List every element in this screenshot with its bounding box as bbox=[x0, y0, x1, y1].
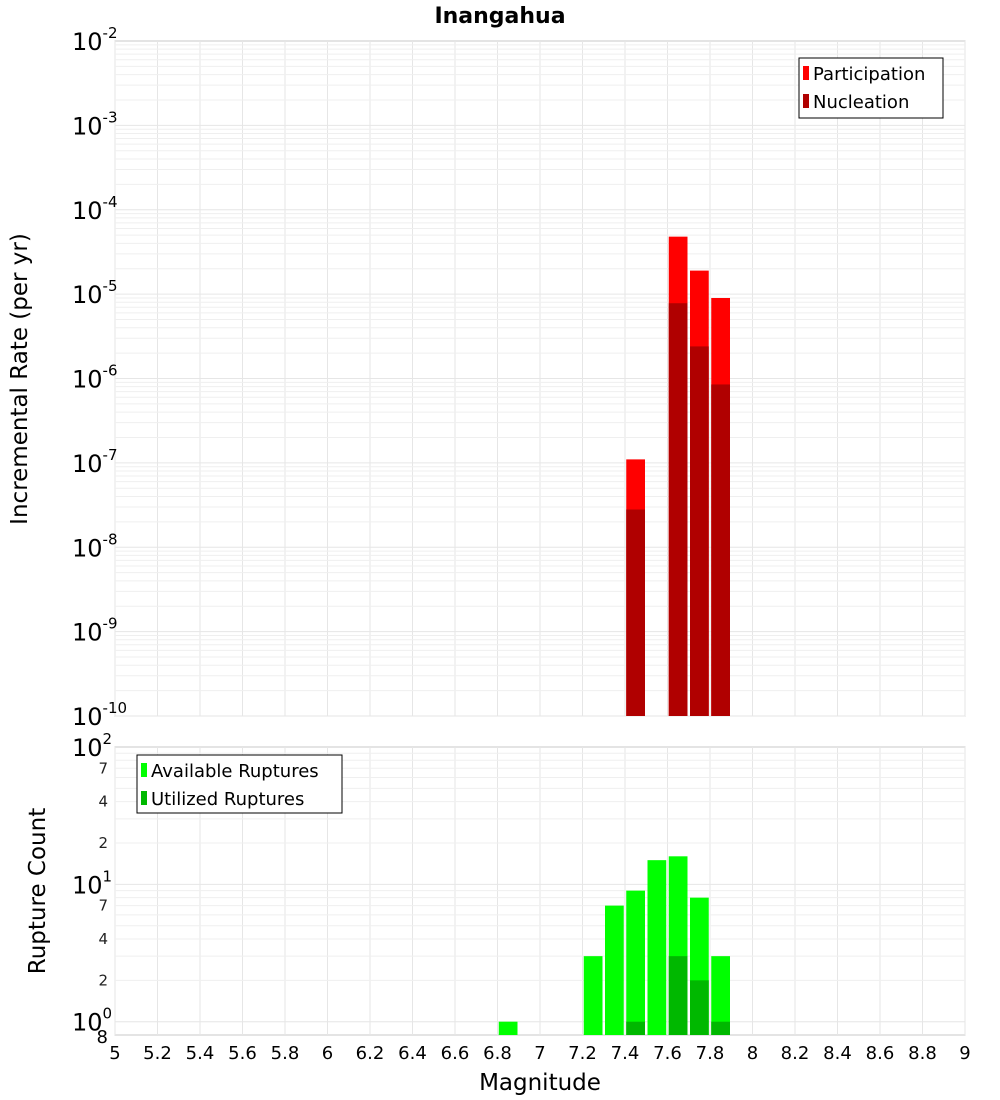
x-tick-label: 6.2 bbox=[356, 1043, 385, 1064]
x-tick-label: 8.4 bbox=[823, 1043, 852, 1064]
nucleation-bar bbox=[690, 346, 709, 716]
bottom-count-panel: 100 101 102 8 2 4 7 2 4 7 5 5.2 5.4 5.6 5.8 6 6.2 6.4 6.6… bbox=[25, 730, 971, 1096]
x-tick-label: 7.6 bbox=[653, 1043, 682, 1064]
bottom-y-axis-title: Rupture Count bbox=[25, 808, 51, 974]
x-tick-label: 7.8 bbox=[696, 1043, 725, 1064]
nucleation-bar bbox=[711, 384, 730, 716]
bottom-y-minor-tick-label: 2 bbox=[98, 971, 108, 989]
legend-label-participation: Participation bbox=[813, 64, 925, 85]
bottom-y-minor-tick-label: 2 bbox=[98, 834, 108, 852]
x-tick-label: 5.8 bbox=[271, 1043, 300, 1064]
x-tick-label: 7.2 bbox=[568, 1043, 597, 1064]
utilized-bar bbox=[668, 956, 688, 1035]
top-y-tick-label: 10-3 bbox=[72, 108, 118, 140]
x-tick-label: 5.2 bbox=[143, 1043, 172, 1064]
available-bar bbox=[711, 956, 730, 1035]
top-legend-box bbox=[798, 57, 944, 119]
bottom-y-tick-labels: 100 101 102 8 2 4 7 2 4 7 bbox=[72, 730, 112, 1048]
available-bar bbox=[583, 956, 603, 1035]
bottom-y-minor-tick-label: 7 bbox=[98, 759, 108, 777]
x-tick-label: 5.4 bbox=[186, 1043, 215, 1064]
available-bar bbox=[626, 890, 645, 1035]
x-tick-label: 7.4 bbox=[611, 1043, 640, 1064]
utilized-bar bbox=[626, 1021, 645, 1035]
top-y-tick-label: 10-5 bbox=[72, 277, 118, 309]
top-y-axis-title: Incremental Rate (per yr) bbox=[7, 233, 33, 525]
x-tick-label: 6.8 bbox=[483, 1043, 512, 1064]
x-tick-label: 6 bbox=[322, 1043, 333, 1064]
x-tick-label: 7 bbox=[534, 1043, 545, 1064]
available-bar bbox=[498, 1021, 518, 1035]
top-bars bbox=[626, 236, 730, 716]
x-axis-title: Magnitude bbox=[479, 1070, 601, 1096]
legend-swatch-participation bbox=[803, 66, 809, 80]
top-legend: Participation Nucleation bbox=[798, 57, 944, 119]
x-tick-label: 5.6 bbox=[228, 1043, 257, 1064]
x-tick-label: 8.8 bbox=[908, 1043, 937, 1064]
nucleation-bar bbox=[668, 303, 688, 716]
bottom-y-tick-label: 102 bbox=[72, 730, 112, 762]
bottom-y-minor-tick-label: 4 bbox=[98, 793, 108, 811]
x-tick-label: 9 bbox=[959, 1043, 970, 1064]
chart-title: Inangahua bbox=[434, 4, 565, 29]
x-tick-label: 5 bbox=[109, 1043, 120, 1064]
x-tick-label: 6.6 bbox=[441, 1043, 470, 1064]
available-bar bbox=[605, 905, 624, 1035]
top-rate-panel: 10-10 10-9 10-8 10-7 10-6 10-5 10-4 10-3 10-2 In… bbox=[7, 24, 966, 731]
top-y-tick-label: 10-8 bbox=[72, 530, 118, 562]
legend-label-available: Available Ruptures bbox=[151, 761, 319, 782]
bottom-y-minor-tick-label: 8 bbox=[97, 1027, 108, 1048]
top-y-tick-label: 10-7 bbox=[72, 446, 118, 478]
legend-label-utilized: Utilized Ruptures bbox=[151, 789, 304, 810]
top-y-tick-label: 10-9 bbox=[72, 615, 118, 647]
top-grid bbox=[114, 41, 966, 717]
nucleation-bar bbox=[626, 509, 645, 716]
top-y-tick-labels: 10-10 10-9 10-8 10-7 10-6 10-5 10-4 10-3 10-2 bbox=[72, 24, 127, 731]
x-tick-label: 8.6 bbox=[866, 1043, 895, 1064]
x-tick-label: 6.4 bbox=[398, 1043, 427, 1064]
legend-label-nucleation: Nucleation bbox=[813, 92, 909, 113]
utilized-bar bbox=[711, 1021, 730, 1035]
x-tick-label: 8 bbox=[747, 1043, 758, 1064]
available-bar bbox=[647, 860, 667, 1035]
top-y-tick-label: 10-6 bbox=[72, 362, 118, 394]
x-tick-label: 8.2 bbox=[781, 1043, 810, 1064]
bottom-y-tick-label: 101 bbox=[72, 867, 112, 899]
bottom-legend: Available Ruptures Utilized Ruptures bbox=[136, 754, 343, 814]
utilized-bar bbox=[690, 980, 709, 1035]
x-tick-labels: 5 5.2 5.4 5.6 5.8 6 6.2 6.4 6.6 6.8 7 7.2 7.4 7.6 7.8 8… bbox=[109, 1043, 970, 1064]
top-y-tick-label: 10-2 bbox=[72, 24, 118, 56]
legend-swatch-utilized bbox=[141, 791, 147, 805]
bottom-y-tick-label: 100 bbox=[72, 1005, 112, 1037]
bottom-y-minor-tick-label: 7 bbox=[98, 897, 108, 915]
top-y-tick-label: 10-4 bbox=[72, 193, 118, 225]
bottom-bars bbox=[498, 856, 730, 1035]
top-y-tick-label: 10-10 bbox=[72, 699, 127, 731]
legend-swatch-nucleation bbox=[803, 94, 809, 108]
legend-swatch-available bbox=[141, 763, 147, 777]
bottom-legend-box bbox=[136, 754, 343, 814]
bottom-y-minor-tick-label: 4 bbox=[98, 930, 108, 948]
